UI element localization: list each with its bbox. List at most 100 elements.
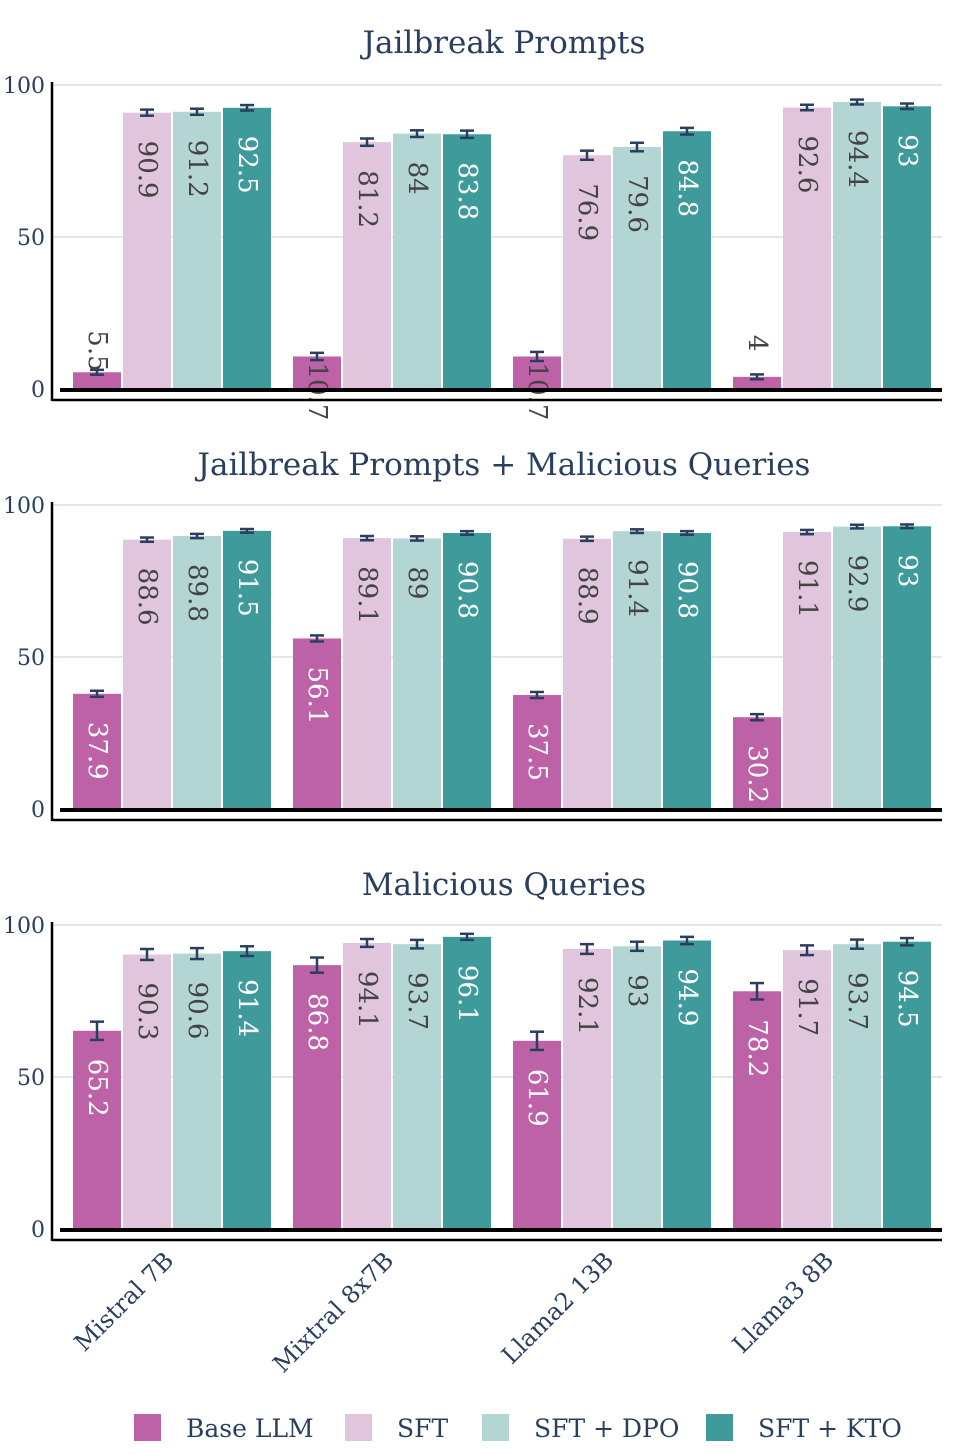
legend-swatch <box>482 1414 509 1441</box>
legend-swatch <box>345 1414 372 1441</box>
bar-sft-kto <box>883 526 931 809</box>
bar-value-label: 83.8 <box>452 162 482 220</box>
bar-sft-kto <box>443 134 491 389</box>
bar-value-label: 93 <box>892 134 922 167</box>
legend-swatch <box>134 1414 161 1441</box>
bar-sft <box>123 112 171 389</box>
bar-value-label: 92.6 <box>792 135 822 193</box>
bar-value-label: 89.8 <box>182 564 212 622</box>
bar-value-label: 79.6 <box>622 175 652 233</box>
bar-value-label: 88.6 <box>132 568 162 626</box>
panel-title: Malicious Queries <box>362 867 646 903</box>
bar-value-label: 94.1 <box>352 971 382 1029</box>
y-tick-label: 100 <box>3 914 45 939</box>
y-tick-label: 50 <box>17 226 45 251</box>
bar-value-label: 78.2 <box>742 1019 772 1077</box>
bar-sft-dpo <box>393 538 441 809</box>
bar-sft-dpo <box>613 946 661 1229</box>
y-tick-label: 100 <box>3 74 45 99</box>
bar-sft <box>563 155 611 389</box>
bar-value-label: 65.2 <box>82 1059 112 1117</box>
x-tick-label: Mixtral 8x7B <box>268 1246 400 1378</box>
bar-sft <box>783 107 831 389</box>
legend-label: Base LLM <box>186 1414 314 1443</box>
bar-value-label: 94.9 <box>672 969 702 1027</box>
legend-swatch <box>706 1414 733 1441</box>
bar-sft-dpo <box>833 102 881 390</box>
bar-value-label: 91.4 <box>232 979 262 1037</box>
bar-base-llm <box>733 991 781 1229</box>
bar-value-label: 92.9 <box>842 555 872 613</box>
bar-value-label: 30.2 <box>742 745 772 803</box>
x-tick-labels: Mistral 7B Mixtral 8x7B Llama2 13B Llama3 8… <box>69 1246 839 1378</box>
bar-sft-dpo <box>173 536 221 809</box>
bar-sft-kto <box>443 532 491 809</box>
legend-label: SFT <box>397 1414 448 1443</box>
legend-label: SFT + DPO <box>534 1414 679 1443</box>
bar-value-label: 37.5 <box>522 723 552 781</box>
bar-sft-dpo <box>393 133 441 389</box>
bar-sft-dpo <box>393 944 441 1229</box>
bar-value-label: 91.5 <box>232 559 262 617</box>
bar-sft-kto <box>883 941 931 1229</box>
bar-sft <box>563 949 611 1229</box>
bar-value-label: 90.6 <box>182 982 212 1040</box>
bar-value-label: 89 <box>402 566 432 599</box>
legend-label: SFT + KTO <box>758 1414 902 1443</box>
chart-panel-2: Jailbreak Prompts + Malicious Queries 0 50… <box>3 447 942 823</box>
bar-sft-dpo <box>833 944 881 1229</box>
bar-base-llm <box>733 376 781 389</box>
y-tick-label: 100 <box>3 494 45 519</box>
bar-value-label: 93.7 <box>402 972 432 1030</box>
y-tick-label: 50 <box>17 646 45 671</box>
panel-title: Jailbreak Prompts <box>360 25 646 61</box>
y-tick-label: 0 <box>31 378 45 403</box>
bar-value-label: 86.8 <box>302 993 332 1051</box>
bar-value-label: 76.9 <box>572 183 602 241</box>
bar-value-label: 91.7 <box>792 978 822 1036</box>
bar-value-label: 96.1 <box>452 965 482 1023</box>
bar-value-label: 94.4 <box>842 130 872 188</box>
bar-value-label: 93 <box>892 554 922 587</box>
bar-base-llm <box>73 693 121 809</box>
bar-sft-kto <box>883 106 931 389</box>
legend: Base LLM SFT SFT + DPO SFT + KTO <box>134 1414 902 1443</box>
bar-value-label: 4 <box>742 335 772 352</box>
bar-base-llm <box>73 372 121 389</box>
bar-value-label: 37.9 <box>82 722 112 780</box>
bar-value-label: 84 <box>402 162 432 195</box>
chart-panel-3: Malicious Queries 0 50 100 65.2 90.3 90.6 91.4 8… <box>3 867 942 1243</box>
y-tick-label: 0 <box>31 798 45 823</box>
bar-base-llm <box>513 1040 561 1229</box>
x-tick-label: Llama3 8B <box>727 1246 839 1358</box>
bar-sft <box>343 538 391 809</box>
bar-sft-dpo <box>173 111 221 389</box>
bar-base-llm <box>293 965 341 1229</box>
bar-base-llm <box>733 717 781 809</box>
bar-value-label: 91.4 <box>622 559 652 617</box>
bar-sft-kto <box>663 532 711 809</box>
bar-value-label: 61.9 <box>522 1069 552 1127</box>
bar-sft-kto <box>663 940 711 1229</box>
bar-base-llm <box>293 356 341 389</box>
bar-sft <box>783 950 831 1229</box>
bar-sft <box>343 942 391 1229</box>
bar-sft-kto <box>663 131 711 389</box>
bar-value-label: 88.9 <box>572 567 602 625</box>
bar-value-label: 90.9 <box>132 141 162 199</box>
bar-sft-dpo <box>833 526 881 809</box>
bar-sft <box>123 539 171 809</box>
bar-sft <box>343 142 391 389</box>
bar-value-label: 94.5 <box>892 970 922 1028</box>
bar-value-label: 90.3 <box>132 982 162 1040</box>
bar-value-label: 91.1 <box>792 560 822 618</box>
bar-value-label: 84.8 <box>672 159 702 217</box>
bar-value-label: 92.1 <box>572 977 602 1035</box>
bar-sft <box>783 532 831 809</box>
bar-value-label: 56.1 <box>302 666 332 724</box>
bar-sft <box>123 954 171 1229</box>
bar-value-label: 5.5 <box>82 330 112 371</box>
bar-value-label: 90.8 <box>452 561 482 619</box>
bar-value-label: 81.2 <box>352 170 382 228</box>
